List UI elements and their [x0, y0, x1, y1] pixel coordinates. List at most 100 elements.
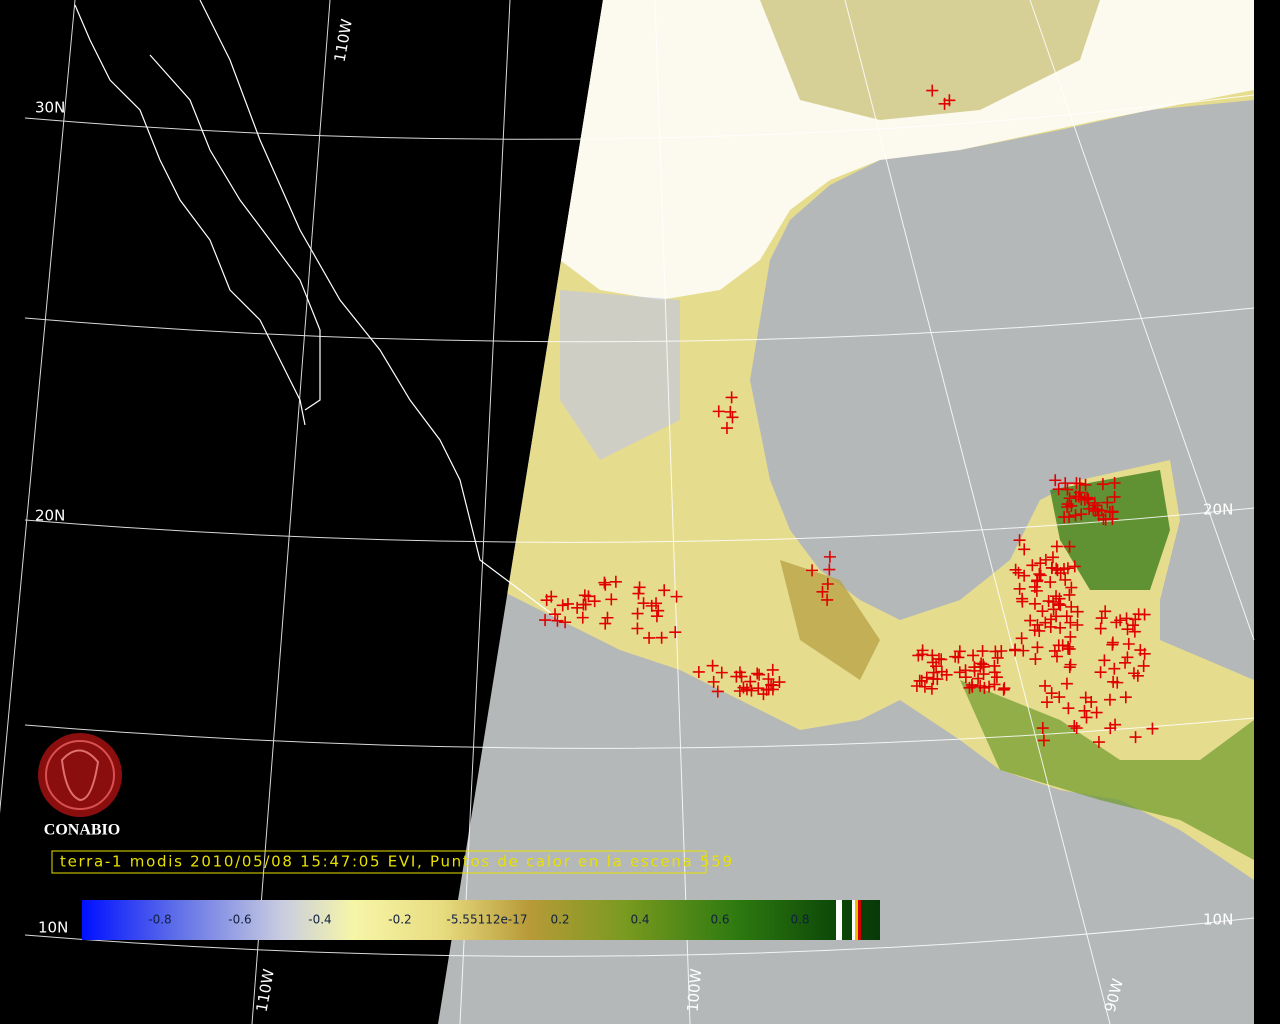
- colorbar-label: -0.2: [388, 913, 411, 927]
- hotspot: [1071, 619, 1084, 632]
- hotspot: [643, 631, 656, 644]
- hotspot: [1111, 676, 1124, 689]
- hotspot: [1096, 478, 1109, 491]
- hotspot: [669, 626, 682, 639]
- hotspot: [1079, 478, 1092, 491]
- hotspot: [1071, 605, 1084, 618]
- hotspot: [1033, 624, 1046, 637]
- meridian: [0, 0, 76, 814]
- hotspot: [1109, 718, 1122, 731]
- hotspot: [751, 667, 764, 680]
- hotspot: [752, 682, 765, 695]
- hotspot: [1103, 506, 1116, 519]
- hotspot: [963, 681, 976, 694]
- hotspot: [744, 675, 757, 688]
- hotspot: [1146, 722, 1159, 735]
- hotspot: [915, 674, 928, 687]
- hotspot: [631, 622, 644, 635]
- hotspot: [1062, 642, 1075, 655]
- hotspot: [650, 610, 663, 623]
- hotspot: [1069, 509, 1082, 522]
- colorbar-label: 0.4: [630, 913, 649, 927]
- hotspot: [712, 405, 725, 418]
- hotspot: [1070, 722, 1083, 735]
- caption-box: [51, 850, 707, 874]
- hotspot: [1080, 711, 1093, 724]
- hotspot: [549, 608, 562, 621]
- hotspot: [1063, 540, 1076, 553]
- hotspot: [631, 607, 644, 620]
- parallel: [24, 917, 1255, 957]
- hotspot: [1017, 644, 1030, 657]
- sierra: [780, 560, 880, 680]
- hotspot: [1061, 562, 1074, 575]
- hotspot: [926, 649, 939, 662]
- hotspot: [967, 649, 980, 662]
- hotspot: [632, 587, 645, 600]
- colorbar-label: -5.55112e-17: [447, 913, 528, 927]
- hotspot: [1092, 736, 1105, 749]
- hotspot: [1126, 619, 1139, 632]
- hotspot: [1120, 612, 1133, 625]
- hotspot: [1012, 566, 1025, 579]
- hotspot: [1095, 612, 1108, 625]
- hotspots: [539, 84, 1159, 749]
- hotspot: [1119, 691, 1132, 704]
- hotspot: [995, 645, 1008, 658]
- parallel: [24, 717, 1255, 749]
- colorbar-stripe: [858, 900, 861, 940]
- hotspot: [1134, 644, 1147, 657]
- hotspot: [670, 590, 683, 603]
- hotspot: [645, 599, 658, 612]
- hotspot: [823, 563, 836, 576]
- hotspot: [974, 679, 987, 692]
- hotspot: [953, 666, 966, 679]
- hotspot: [1085, 695, 1098, 708]
- meridian: [251, 0, 331, 1024]
- hotspot: [578, 589, 591, 602]
- hotspot: [1009, 643, 1022, 656]
- hotspot: [1087, 502, 1100, 515]
- hotspot: [1065, 499, 1078, 512]
- hotspot: [1081, 491, 1094, 504]
- hotspot: [724, 405, 737, 418]
- hotspot: [1039, 553, 1052, 566]
- hotspot: [1063, 492, 1076, 505]
- hotspot: [1029, 653, 1042, 666]
- hotspot: [1033, 568, 1046, 581]
- hotspot: [637, 597, 650, 610]
- hotspot: [598, 576, 611, 589]
- hotspot: [1026, 559, 1039, 572]
- logo-figure: [60, 749, 100, 802]
- hotspot: [1068, 560, 1081, 573]
- lat-label: 20N: [35, 507, 65, 525]
- colorbar-label: -0.4: [308, 913, 331, 927]
- hotspot: [1013, 582, 1026, 595]
- hotspot: [1050, 562, 1063, 575]
- hotspot: [1018, 569, 1031, 582]
- logo: CONABIO: [38, 733, 122, 839]
- hotspot: [1053, 592, 1066, 605]
- hotspot: [762, 673, 775, 686]
- hotspot: [1075, 508, 1088, 521]
- hotspot: [1103, 693, 1116, 706]
- hotspot: [821, 577, 834, 590]
- coastline-baja-east: [149, 54, 321, 411]
- hotspot: [1064, 630, 1077, 643]
- hotspot: [1054, 599, 1067, 612]
- hotspot: [959, 664, 972, 677]
- colorbar-label: -0.6: [228, 913, 251, 927]
- hotspot: [1064, 616, 1077, 629]
- hotspot: [1050, 650, 1063, 663]
- hotspot: [1119, 656, 1132, 669]
- hotspot: [968, 661, 981, 674]
- hotspot: [601, 611, 614, 624]
- hotspot: [1037, 734, 1050, 747]
- logo-emblem: [38, 733, 122, 817]
- hotspot: [1039, 679, 1052, 692]
- hotspot: [926, 84, 939, 97]
- hotspot: [1137, 659, 1150, 672]
- hotspot: [1078, 704, 1091, 717]
- hotspot: [599, 578, 612, 591]
- hotspot: [1054, 621, 1067, 634]
